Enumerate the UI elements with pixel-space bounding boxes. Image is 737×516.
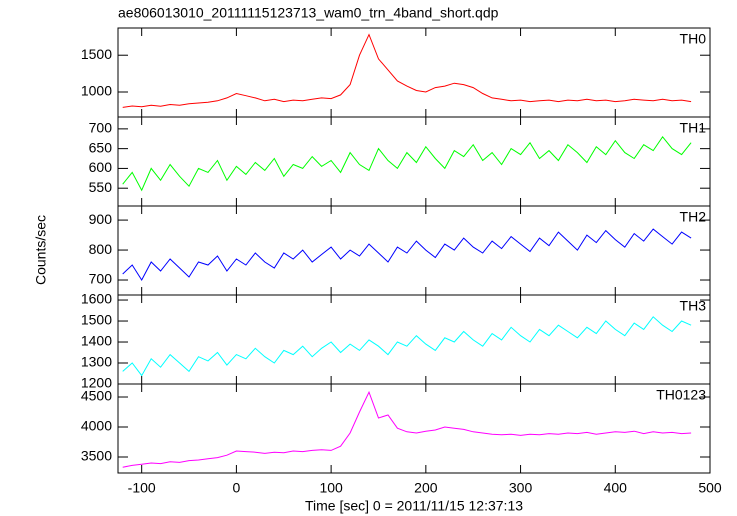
light-curve: [122, 390, 692, 468]
x-tick-label: 200: [414, 480, 438, 496]
y-tick-label: 550: [89, 179, 113, 195]
y-tick-label: 4000: [81, 418, 112, 434]
y-tick-label: 1500: [81, 312, 112, 328]
panel-label: TH1: [680, 120, 707, 136]
y-tick-label: 3500: [81, 448, 112, 464]
light-curve: [122, 33, 692, 108]
y-tick-label: 650: [89, 139, 113, 155]
panel-plot: [122, 316, 692, 377]
y-tick-label: 600: [89, 159, 113, 175]
y-tick-label: 1400: [81, 333, 112, 349]
x-tick-label: 100: [319, 480, 343, 496]
panel-frame: [117, 294, 711, 385]
x-tick-label: 500: [698, 480, 722, 496]
panel-frame: [117, 116, 711, 207]
panel-frame: [117, 27, 711, 118]
y-tick-label: 1000: [81, 83, 112, 99]
panel-plot: [122, 135, 692, 192]
panel-frame: [117, 205, 711, 296]
panel-plot: [122, 228, 692, 281]
x-tick-label: 300: [509, 480, 533, 496]
panel-plot: [122, 33, 692, 108]
light-curve: [122, 135, 692, 192]
y-tick-label: 1600: [81, 291, 112, 307]
y-axis-label: Counts/sec: [33, 215, 49, 285]
y-tick-label: 900: [89, 211, 113, 227]
x-tick-label: 400: [604, 480, 628, 496]
y-tick-label: 700: [89, 120, 113, 136]
panel-frame: [117, 383, 711, 474]
y-tick-label: 700: [89, 271, 113, 287]
light-curve: [122, 228, 692, 281]
panel-label: TH0123: [656, 387, 706, 403]
x-tick-label: -100: [128, 480, 156, 496]
y-tick-label: 800: [89, 241, 113, 257]
light-curve: [122, 316, 692, 377]
chart-title: ae806013010_20111115123713_wam0_trn_4ban…: [118, 5, 499, 21]
panel-label: TH0: [680, 31, 707, 47]
y-tick-label: 1500: [81, 46, 112, 62]
panel-plot: [122, 390, 692, 468]
panel-label: TH2: [680, 209, 707, 225]
y-tick-label: 4500: [81, 388, 112, 404]
y-tick-label: 1200: [81, 375, 112, 391]
x-tick-label: 0: [233, 480, 241, 496]
y-tick-label: 1300: [81, 354, 112, 370]
panel-label: TH3: [680, 298, 707, 314]
x-axis-label: Time [sec] 0 = 2011/11/15 12:37:13: [305, 498, 523, 514]
